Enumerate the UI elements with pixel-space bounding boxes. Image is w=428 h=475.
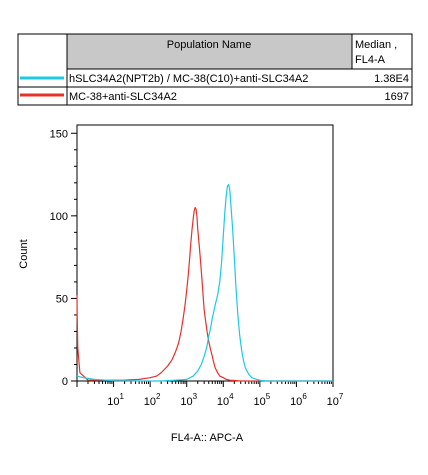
- legend-row-name: MC-38+anti-SLC34A2: [69, 91, 177, 103]
- x-tick-label: 104: [217, 392, 234, 408]
- x-axis-label: FL4-A:: APC-A: [171, 432, 244, 444]
- x-tick-label: 101: [107, 392, 124, 408]
- legend-header-median-cell: [351, 33, 413, 70]
- x-tick-label: 107: [327, 392, 344, 408]
- y-axis: 0 50 100 150: [50, 128, 77, 388]
- y-axis-label: Count: [18, 239, 30, 268]
- legend-row-name: hSLC34A2(NPT2b) / MC-38(C10)+anti-SLC34A…: [69, 73, 308, 85]
- legend-header-population-cell: [66, 33, 353, 70]
- series-line-cyan: [76, 183, 333, 382]
- legend-row-median: 1697: [385, 91, 409, 103]
- legend-header-median-line1: Median ,: [355, 39, 397, 51]
- y-tick-label: 100: [50, 211, 68, 223]
- x-tick-label: 103: [180, 392, 197, 408]
- legend-row-median: 1.38E4: [374, 73, 409, 85]
- legend-header-median-line2: FL4-A: [355, 54, 386, 66]
- plot-frame: [76, 124, 334, 382]
- y-tick-label: 50: [56, 293, 68, 305]
- x-tick-label: 102: [144, 392, 161, 408]
- y-tick-label: 0: [62, 376, 68, 388]
- x-axis: 101 102 103 104 105 106 107: [76, 381, 344, 408]
- histogram-curves: [76, 183, 333, 382]
- legend-header-population: Population Name: [167, 39, 251, 51]
- legend-table: Population Name Median , FL4-A hSLC34A2(…: [17, 33, 413, 106]
- series-line-red: [76, 206, 333, 382]
- x-tick-label: 105: [254, 392, 271, 408]
- y-tick-label: 150: [50, 128, 68, 140]
- x-tick-label: 106: [290, 392, 307, 408]
